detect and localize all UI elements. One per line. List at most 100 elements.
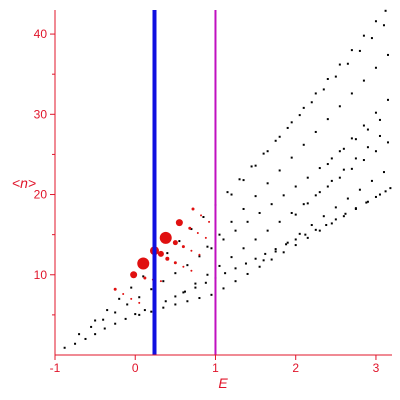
- data-point: [374, 195, 377, 198]
- data-point: [194, 286, 197, 289]
- data-point: [204, 236, 207, 239]
- data-point: [262, 152, 265, 155]
- data-point: [386, 98, 389, 101]
- data-point: [306, 236, 309, 239]
- data-point: [191, 207, 195, 211]
- data-point: [290, 211, 293, 214]
- data-point: [266, 182, 269, 185]
- data-point: [159, 231, 172, 244]
- data-point: [206, 245, 209, 248]
- data-point: [94, 333, 97, 336]
- data-point: [190, 269, 193, 272]
- data-point: [134, 313, 137, 316]
- data-point: [182, 265, 185, 268]
- data-point: [254, 195, 257, 198]
- y-tick-label: 20: [34, 188, 48, 202]
- data-point: [278, 169, 281, 172]
- data-point: [186, 300, 189, 303]
- data-point: [358, 49, 361, 52]
- data-point: [234, 267, 237, 270]
- data-point: [286, 241, 289, 244]
- data-point: [210, 247, 213, 250]
- data-point: [143, 276, 147, 280]
- data-point: [262, 259, 265, 262]
- data-point: [130, 286, 133, 289]
- data-point: [124, 317, 127, 320]
- data-point: [174, 303, 177, 306]
- data-point: [254, 238, 257, 241]
- data-point: [246, 272, 249, 275]
- data-point: [342, 168, 345, 171]
- data-point: [354, 138, 357, 141]
- data-point: [330, 222, 333, 225]
- data-point: [378, 118, 381, 121]
- data-point: [172, 240, 178, 246]
- data-point: [84, 337, 87, 340]
- data-point: [298, 232, 301, 235]
- data-point: [322, 88, 325, 91]
- data-point: [162, 280, 165, 283]
- data-point: [314, 194, 317, 197]
- data-point: [230, 256, 233, 259]
- data-point: [362, 34, 365, 37]
- data-point: [114, 322, 117, 325]
- data-point: [325, 224, 328, 227]
- ticks: -1 0 1 2 3 10 20 30 40: [34, 27, 380, 375]
- data-point: [242, 207, 245, 210]
- data-point: [274, 248, 277, 251]
- data-point: [270, 203, 273, 206]
- data-point: [198, 297, 201, 300]
- data-point: [188, 226, 192, 230]
- data-point: [382, 171, 385, 174]
- data-point: [157, 250, 164, 257]
- data-point: [374, 20, 377, 23]
- data-point: [74, 342, 77, 345]
- data-point: [258, 265, 261, 268]
- data-point: [386, 141, 389, 144]
- data-point: [130, 297, 133, 300]
- data-point: [118, 297, 121, 300]
- x-tick-label: 3: [373, 361, 380, 375]
- data-point: [318, 167, 321, 170]
- data-point: [182, 291, 185, 294]
- data-points: [63, 9, 392, 349]
- data-point: [362, 124, 365, 127]
- data-point: [378, 193, 381, 196]
- data-point: [302, 143, 305, 146]
- data-point: [318, 191, 321, 194]
- data-point: [344, 212, 347, 215]
- data-point: [278, 135, 281, 138]
- data-point: [366, 146, 369, 149]
- data-point: [218, 264, 221, 267]
- data-point: [173, 261, 177, 265]
- data-point: [384, 190, 387, 193]
- data-point: [254, 257, 257, 260]
- data-point: [234, 280, 237, 283]
- data-point: [366, 128, 369, 131]
- data-point: [270, 258, 273, 261]
- data-point: [206, 273, 209, 276]
- data-point: [386, 53, 389, 56]
- data-point: [266, 229, 269, 232]
- data-point: [384, 9, 387, 12]
- data-point: [138, 313, 141, 316]
- data-point: [338, 105, 341, 108]
- data-point: [242, 247, 245, 250]
- data-point: [342, 215, 345, 218]
- data-point: [190, 249, 193, 252]
- vertical-lines: [152, 10, 217, 355]
- data-point: [63, 346, 66, 349]
- data-point: [103, 327, 106, 330]
- data-point: [350, 92, 353, 95]
- data-point: [346, 62, 349, 65]
- data-point: [366, 200, 369, 203]
- data-point: [294, 185, 297, 188]
- data-point: [234, 229, 237, 232]
- x-tick-label: 1: [212, 361, 219, 375]
- x-axis-label: E: [218, 375, 228, 391]
- data-point: [137, 257, 150, 270]
- data-point: [186, 264, 189, 267]
- data-point: [114, 311, 117, 314]
- data-point: [322, 215, 325, 218]
